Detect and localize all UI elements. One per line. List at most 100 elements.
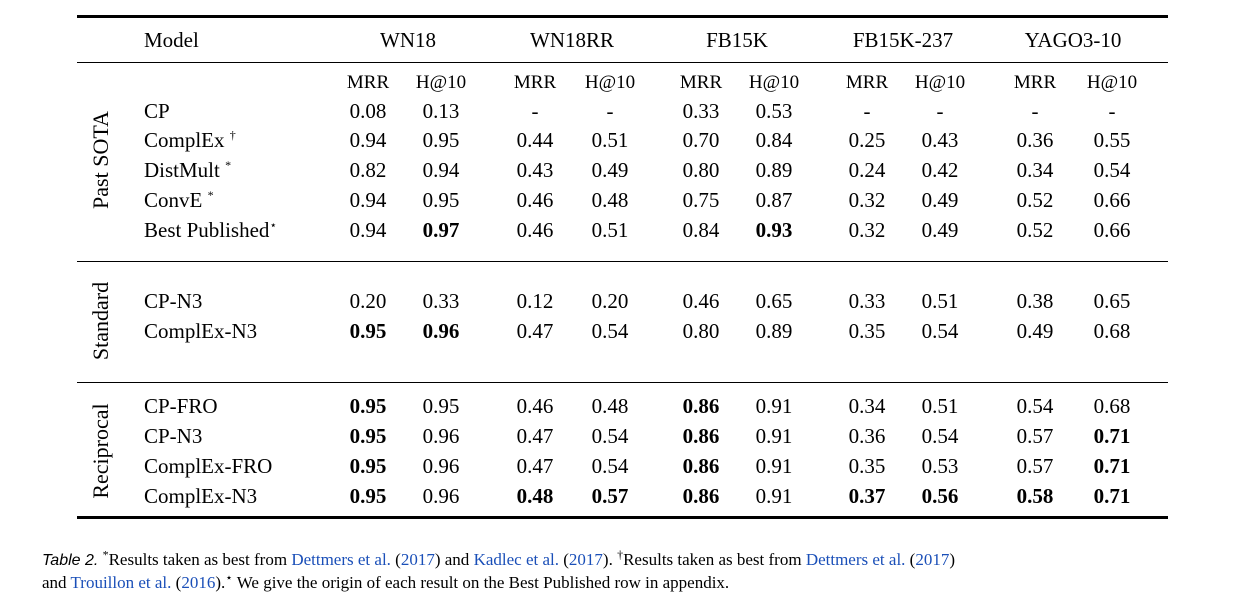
table-cell: 0.91 xyxy=(755,454,793,478)
caption-text: We give the origin of each result on the… xyxy=(232,573,730,592)
table-cell: 0.93 xyxy=(755,218,793,242)
model-name: ComplEx † xyxy=(144,128,236,152)
table-cell: 0.38 xyxy=(1016,289,1054,313)
citation-link[interactable]: Dettmers et al. xyxy=(805,550,906,569)
table-cell: 0.36 xyxy=(1016,128,1054,152)
table-cell: 0.57 xyxy=(591,484,629,508)
table-cell: 0.37 xyxy=(848,484,886,508)
table-cell: 0.49 xyxy=(921,188,959,212)
caption-text: Results taken as best from xyxy=(108,550,292,569)
table-cell: 0.95 xyxy=(349,394,387,418)
table-cell: 0.94 xyxy=(349,218,387,242)
table-cell: 0.91 xyxy=(755,484,793,508)
table-cell: 0.46 xyxy=(516,218,554,242)
table-cell: 0.80 xyxy=(682,158,720,182)
table-cell: 0.48 xyxy=(591,188,629,212)
metric-header: H@10 xyxy=(914,72,966,93)
table-cell: 0.51 xyxy=(591,128,629,152)
table-cell: - xyxy=(863,99,871,123)
metric-header: H@10 xyxy=(415,72,467,93)
table-cell: 0.54 xyxy=(921,424,959,448)
citation-link[interactable]: Trouillon et al. xyxy=(70,573,172,592)
table-cell: 0.95 xyxy=(422,128,460,152)
dataset-header: WN18RR xyxy=(530,28,614,52)
table-cell: 0.52 xyxy=(1016,218,1054,242)
model-footnote-mark: * xyxy=(225,158,232,172)
table-cell: 0.87 xyxy=(755,188,793,212)
caption-smallstar-mark: ⋆ xyxy=(225,570,233,585)
caption-label: Table 2. xyxy=(42,552,99,569)
table-cell: 0.86 xyxy=(682,484,720,508)
table-cell: 0.68 xyxy=(1093,319,1131,343)
table-cell: 0.96 xyxy=(422,424,460,448)
model-name: ComplEx-N3 xyxy=(144,319,258,343)
table-cell: 0.95 xyxy=(422,188,460,212)
table-cell: 0.86 xyxy=(682,454,720,478)
table-cell: 0.33 xyxy=(422,289,460,313)
table-rule xyxy=(77,516,1168,519)
citation-year-link[interactable]: 2016 xyxy=(181,573,216,592)
table-cell: 0.56 xyxy=(921,484,959,508)
citation-year-link[interactable]: 2017 xyxy=(400,550,435,569)
table-cell: 0.20 xyxy=(591,289,629,313)
caption-dagger-mark: † xyxy=(617,547,624,562)
dataset-header: WN18 xyxy=(380,28,436,52)
citation-link[interactable]: Dettmers et al. xyxy=(291,550,391,569)
caption-text: Results taken as best from xyxy=(623,550,806,569)
table-cell: 0.47 xyxy=(516,424,554,448)
table-cell: 0.94 xyxy=(422,158,460,182)
table-cell: 0.49 xyxy=(921,218,959,242)
table-cell: 0.46 xyxy=(682,289,720,313)
citation-year-link[interactable]: 2017 xyxy=(915,550,950,569)
table-cell: 0.71 xyxy=(1093,454,1131,478)
table-cell: 0.57 xyxy=(1016,454,1054,478)
table-cell: - xyxy=(1108,99,1116,123)
model-footnote-mark: * xyxy=(207,188,214,202)
table-cell: 0.96 xyxy=(422,454,460,478)
table-cell: 0.33 xyxy=(682,99,720,123)
model-footnote-mark: ⋆ xyxy=(269,218,277,232)
table-cell: 0.91 xyxy=(755,394,793,418)
citation-year-link[interactable]: 2017 xyxy=(568,550,603,569)
table-cell: 0.71 xyxy=(1093,484,1131,508)
table-cell: 0.95 xyxy=(349,484,387,508)
table-cell: 0.43 xyxy=(921,128,959,152)
table-rule xyxy=(77,261,1168,263)
table-cell: 0.44 xyxy=(516,128,554,152)
table-cell: 0.54 xyxy=(591,454,629,478)
metric-header: MRR xyxy=(346,72,390,93)
table-cell: 0.47 xyxy=(516,319,554,343)
table-cell: 0.89 xyxy=(755,319,793,343)
group-label: Reciprocal xyxy=(88,403,113,499)
table-cell: 0.48 xyxy=(591,394,629,418)
table-cell: 0.94 xyxy=(349,128,387,152)
model-name: ComplEx-FRO xyxy=(144,454,273,478)
table-cell: 0.86 xyxy=(682,394,720,418)
table-cell: 0.51 xyxy=(921,394,959,418)
table-cell: 0.95 xyxy=(349,319,387,343)
table-cell: 0.71 xyxy=(1093,424,1131,448)
table-cell: 0.57 xyxy=(1016,424,1054,448)
metric-header: MRR xyxy=(679,72,723,93)
citation-link[interactable]: Kadlec et al. xyxy=(473,550,559,569)
table-cell: 0.36 xyxy=(848,424,886,448)
dataset-header: FB15K-237 xyxy=(852,28,954,52)
caption-text: . xyxy=(608,550,618,569)
table-cell: 0.95 xyxy=(349,424,387,448)
table-cell: 0.65 xyxy=(755,289,793,313)
table-cell: 0.25 xyxy=(848,128,886,152)
table-cell: 0.08 xyxy=(349,99,387,123)
caption-star-mark: * xyxy=(102,547,109,562)
table-cell: 0.95 xyxy=(422,394,460,418)
table-cell: 0.68 xyxy=(1093,394,1131,418)
table-cell: 0.86 xyxy=(682,424,720,448)
table-cell: 0.49 xyxy=(1016,319,1054,343)
table-cell: 0.54 xyxy=(1093,158,1131,182)
table-cell: 0.84 xyxy=(755,128,793,152)
model-footnote-mark: † xyxy=(229,128,236,142)
metric-header: MRR xyxy=(1013,72,1057,93)
table-cell: 0.84 xyxy=(682,218,720,242)
table-cell: 0.32 xyxy=(848,218,886,242)
group-label: Past SOTA xyxy=(88,111,113,209)
metric-header: H@10 xyxy=(1086,72,1138,93)
